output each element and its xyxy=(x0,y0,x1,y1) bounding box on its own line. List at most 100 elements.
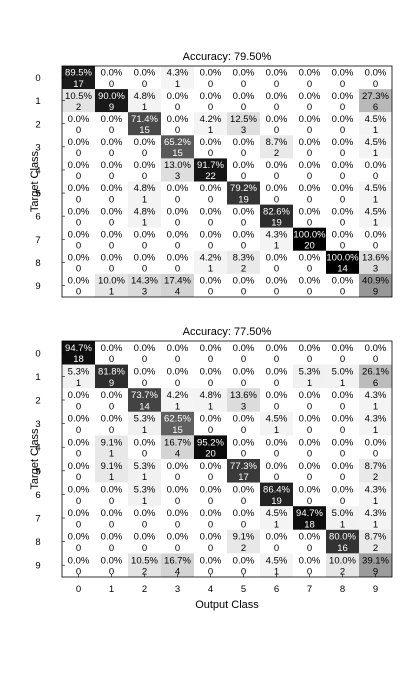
cell-percent-label: 0.0% xyxy=(299,390,321,401)
cell-percent-label: 0.0% xyxy=(101,343,123,354)
cell-percent-label: 0.0% xyxy=(266,276,288,287)
cell-count-label: 0 xyxy=(340,125,345,136)
cell-percent-label: 10.5% xyxy=(65,91,92,102)
matrix-cell xyxy=(161,459,194,483)
cell-percent-label: 4.2% xyxy=(200,114,222,125)
cell-percent-label: 13.6% xyxy=(362,253,389,264)
matrix-cell xyxy=(293,506,326,530)
cell-percent-label: 0.0% xyxy=(332,91,354,102)
cell-count-label: 18 xyxy=(73,354,84,365)
cell-count-label: 0 xyxy=(307,217,312,228)
y-tick-label: 0 xyxy=(35,348,40,359)
cell-count-label: 2 xyxy=(373,543,378,554)
matrix-cell xyxy=(95,459,128,483)
cell-percent-label: 4.8% xyxy=(134,91,156,102)
cell-count-label: 0 xyxy=(340,240,345,251)
cell-count-label: 0 xyxy=(241,102,246,113)
matrix-cell xyxy=(62,112,95,136)
matrix-cell xyxy=(260,506,293,530)
cell-percent-label: 5.3% xyxy=(68,367,90,378)
matrix-cell xyxy=(128,506,161,530)
matrix-cell xyxy=(194,459,227,483)
cell-percent-label: 0.0% xyxy=(299,253,321,264)
cell-percent-label: 0.0% xyxy=(68,276,90,287)
cell-count-label: 0 xyxy=(109,401,114,412)
cell-percent-label: 0.0% xyxy=(101,485,123,496)
cell-count-label: 0 xyxy=(76,567,81,578)
cell-count-label: 0 xyxy=(307,79,312,90)
matrix-cell xyxy=(227,250,260,274)
y-tick-label: 6 xyxy=(35,490,40,501)
cell-count-label: 1 xyxy=(142,496,147,507)
matrix-cell xyxy=(95,341,128,365)
cell-percent-label: 0.0% xyxy=(134,160,156,171)
matrix-cell xyxy=(227,158,260,182)
matrix-cell xyxy=(194,158,227,182)
cell-percent-label: 16.7% xyxy=(164,555,191,566)
matrix-cell xyxy=(227,89,260,113)
cell-percent-label: 0.0% xyxy=(233,68,255,79)
matrix-cell xyxy=(62,388,95,412)
cell-count-label: 6 xyxy=(373,378,378,389)
cell-percent-label: 0.0% xyxy=(299,555,321,566)
cell-count-label: 0 xyxy=(340,102,345,113)
cell-count-label: 0 xyxy=(109,240,114,251)
matrix-cell xyxy=(161,364,194,389)
cell-count-label: 18 xyxy=(304,519,315,530)
cell-count-label: 0 xyxy=(142,264,147,275)
cell-percent-label: 0.0% xyxy=(134,343,156,354)
y-tick-label: 8 xyxy=(35,258,40,269)
cell-count-label: 0 xyxy=(340,287,345,298)
cell-percent-label: 0.0% xyxy=(299,206,321,217)
cell-percent-label: 0.0% xyxy=(332,206,354,217)
matrix-cell xyxy=(359,482,392,507)
cell-percent-label: 0.0% xyxy=(101,160,123,171)
matrix-cell xyxy=(293,482,326,507)
matrix-cell xyxy=(260,482,293,507)
matrix-cell xyxy=(293,435,326,459)
matrix-cell xyxy=(326,250,359,274)
cell-percent-label: 90.0% xyxy=(98,91,125,102)
matrix-cell xyxy=(359,250,392,274)
matrix-cell xyxy=(260,227,293,251)
matrix-cell xyxy=(161,388,194,412)
cell-count-label: 0 xyxy=(142,79,147,90)
matrix-cell xyxy=(227,553,260,577)
cell-percent-label: 4.5% xyxy=(365,183,387,194)
matrix-cell xyxy=(260,181,293,205)
cell-count-label: 0 xyxy=(109,148,114,159)
cell-count-label: 1 xyxy=(208,264,213,275)
cell-count-label: 0 xyxy=(76,401,81,412)
cell-percent-label: 0.0% xyxy=(233,414,255,425)
matrix-cell xyxy=(161,227,194,251)
cell-percent-label: 94.7% xyxy=(65,343,92,354)
cell-count-label: 0 xyxy=(241,496,246,507)
matrix-cell xyxy=(227,66,260,90)
matrix-cell xyxy=(293,135,326,159)
cell-count-label: 0 xyxy=(241,171,246,182)
matrix-cell xyxy=(293,364,326,389)
cell-percent-label: 0.0% xyxy=(299,68,321,79)
cell-count-label: 6 xyxy=(373,102,378,113)
cell-count-label: 2 xyxy=(340,567,345,578)
cell-percent-label: 0.0% xyxy=(233,206,255,217)
cell-percent-label: 80.0% xyxy=(329,532,356,543)
matrix-cell xyxy=(359,364,392,389)
matrix-cell xyxy=(293,459,326,483)
matrix-cell xyxy=(326,181,359,205)
matrix-cell xyxy=(161,411,194,436)
cell-percent-label: 0.0% xyxy=(266,114,288,125)
matrix-cell xyxy=(359,388,392,412)
cell-count-label: 1 xyxy=(373,148,378,159)
cell-count-label: 0 xyxy=(109,567,114,578)
cell-percent-label: 0.0% xyxy=(200,414,222,425)
cell-count-label: 3 xyxy=(241,125,246,136)
cell-percent-label: 0.0% xyxy=(299,114,321,125)
matrix-cell xyxy=(128,341,161,365)
matrix-cell xyxy=(359,435,392,459)
cell-count-label: 0 xyxy=(241,217,246,228)
matrix-cell xyxy=(161,181,194,205)
cell-percent-label: 0.0% xyxy=(233,343,255,354)
y-tick-label: 9 xyxy=(35,281,40,292)
matrix-cell xyxy=(260,364,293,389)
